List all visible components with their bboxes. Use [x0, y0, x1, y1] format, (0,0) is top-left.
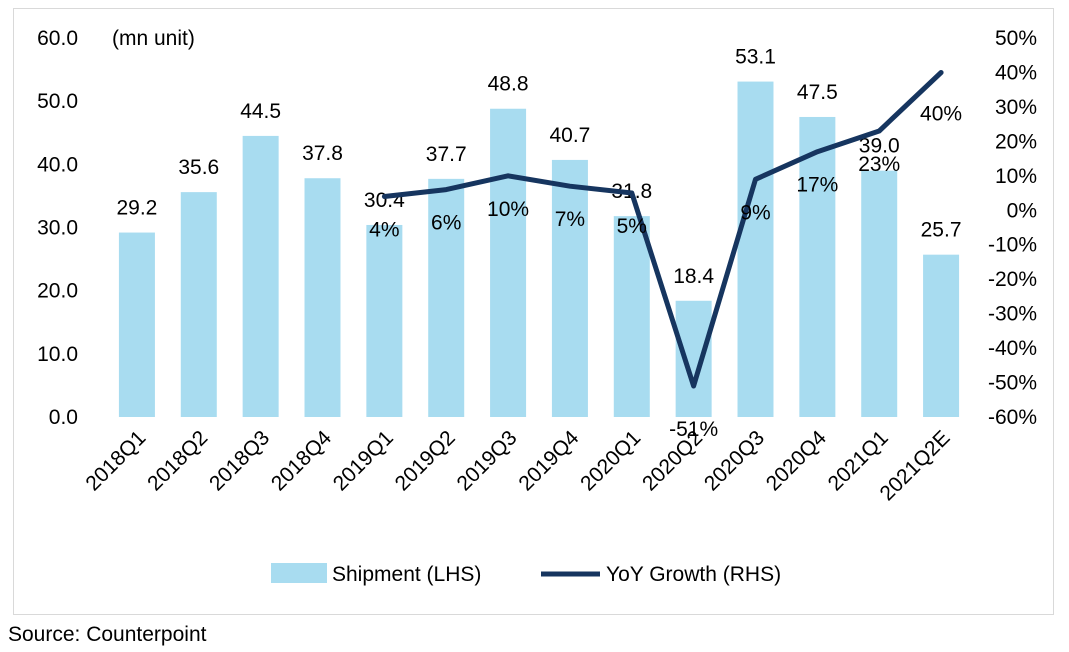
shipment-value-label: 39.0	[859, 135, 900, 158]
shipment-bar	[366, 224, 403, 417]
category-tick-label: 2019Q2	[391, 426, 460, 495]
legend-shipment-swatch	[271, 563, 327, 583]
shipment-value-label: 44.5	[240, 100, 281, 123]
shipment-bar	[923, 254, 960, 417]
right-axis-tick-label: -60%	[988, 406, 1037, 429]
shipment-value-label: 37.7	[426, 143, 467, 166]
category-tick-label: 2020Q4	[762, 426, 831, 495]
shipment-value-label: 18.4	[673, 265, 714, 288]
right-axis-tick-label: 50%	[995, 27, 1037, 50]
source-note: Source: Counterpoint	[8, 623, 207, 646]
right-axis-tick-label: -50%	[988, 372, 1037, 395]
yoy-growth-label: 17%	[796, 174, 838, 197]
legend-shipment-label: Shipment (LHS)	[332, 563, 481, 586]
yoy-growth-label: 4%	[369, 218, 399, 241]
yoy-growth-label: -51%	[669, 418, 718, 441]
shipment-bar	[799, 116, 836, 417]
shipment-value-label: 29.2	[116, 197, 157, 220]
chart-frame	[13, 8, 1054, 615]
right-axis-tick-label: -40%	[988, 337, 1037, 360]
category-tick-label: 2019Q4	[514, 426, 583, 495]
left-axis-tick-label: 60.0	[37, 27, 78, 50]
shipment-value-label: 48.8	[488, 73, 529, 96]
left-axis-tick-label: 20.0	[37, 280, 78, 303]
left-axis-tick-label: 10.0	[37, 343, 78, 366]
shipment-bar	[490, 108, 527, 417]
shipment-value-label: 53.1	[735, 46, 776, 69]
right-axis-tick-label: -20%	[988, 268, 1037, 291]
unit-note: (mn unit)	[112, 27, 195, 50]
shipment-bar	[428, 178, 465, 417]
left-axis-tick-label: 30.0	[37, 217, 78, 240]
yoy-growth-label: 40%	[920, 102, 962, 125]
shipment-bar	[737, 81, 774, 418]
left-axis-tick-label: 50.0	[37, 90, 78, 113]
right-axis-tick-label: 40%	[995, 61, 1037, 84]
shipment-value-label: 40.7	[549, 124, 590, 147]
left-axis-tick-label: 40.0	[37, 153, 78, 176]
yoy-growth-label: 9%	[740, 201, 770, 224]
shipment-value-label: 35.6	[178, 156, 219, 179]
right-axis-tick-label: 10%	[995, 165, 1037, 188]
yoy-growth-label: 23%	[858, 153, 900, 176]
combo-chart: 0.0 10.0 20.0 30.0 40.0 50.0 60.0 -60% -50% -40% -…	[37, 27, 1037, 586]
right-axis-tick-label: 0%	[1007, 199, 1037, 222]
category-tick-label: 2019Q1	[329, 426, 398, 495]
right-axis-tick-label: -30%	[988, 303, 1037, 326]
yoy-growth-line	[381, 70, 944, 389]
shipment-bar	[180, 192, 217, 417]
yoy-growth-label: 10%	[487, 198, 529, 221]
shipment-bar	[613, 216, 650, 417]
category-tick-label: 2019Q3	[452, 426, 521, 495]
yoy-growth-label: 5%	[617, 215, 647, 238]
shipment-value-label: 47.5	[797, 81, 838, 104]
shipment-bar	[304, 178, 341, 417]
shipment-bar	[242, 135, 279, 418]
category-tick-label: 2020Q1	[576, 426, 645, 495]
category-tick-label: 2018Q1	[81, 426, 150, 495]
yoy-growth-label: 7%	[555, 208, 585, 231]
right-axis-tick-label: 30%	[995, 96, 1037, 119]
category-tick-label: 2018Q3	[205, 426, 274, 495]
shipment-bar	[118, 232, 155, 417]
legend-growth-label: YoY Growth (RHS)	[606, 563, 781, 586]
shipment-bar	[675, 300, 712, 417]
shipment-bar	[551, 159, 588, 417]
shipment-value-label: 25.7	[921, 219, 962, 242]
yoy-growth-label: 6%	[431, 212, 461, 235]
left-axis-tick-label: 0.0	[49, 406, 78, 429]
category-tick-label: 2018Q2	[143, 426, 212, 495]
right-axis-tick-label: 20%	[995, 130, 1037, 153]
right-axis-tick-label: -10%	[988, 234, 1037, 257]
shipment-bar	[861, 170, 898, 417]
category-tick-label: 2018Q4	[267, 426, 336, 495]
shipment-value-label: 37.8	[302, 142, 343, 165]
